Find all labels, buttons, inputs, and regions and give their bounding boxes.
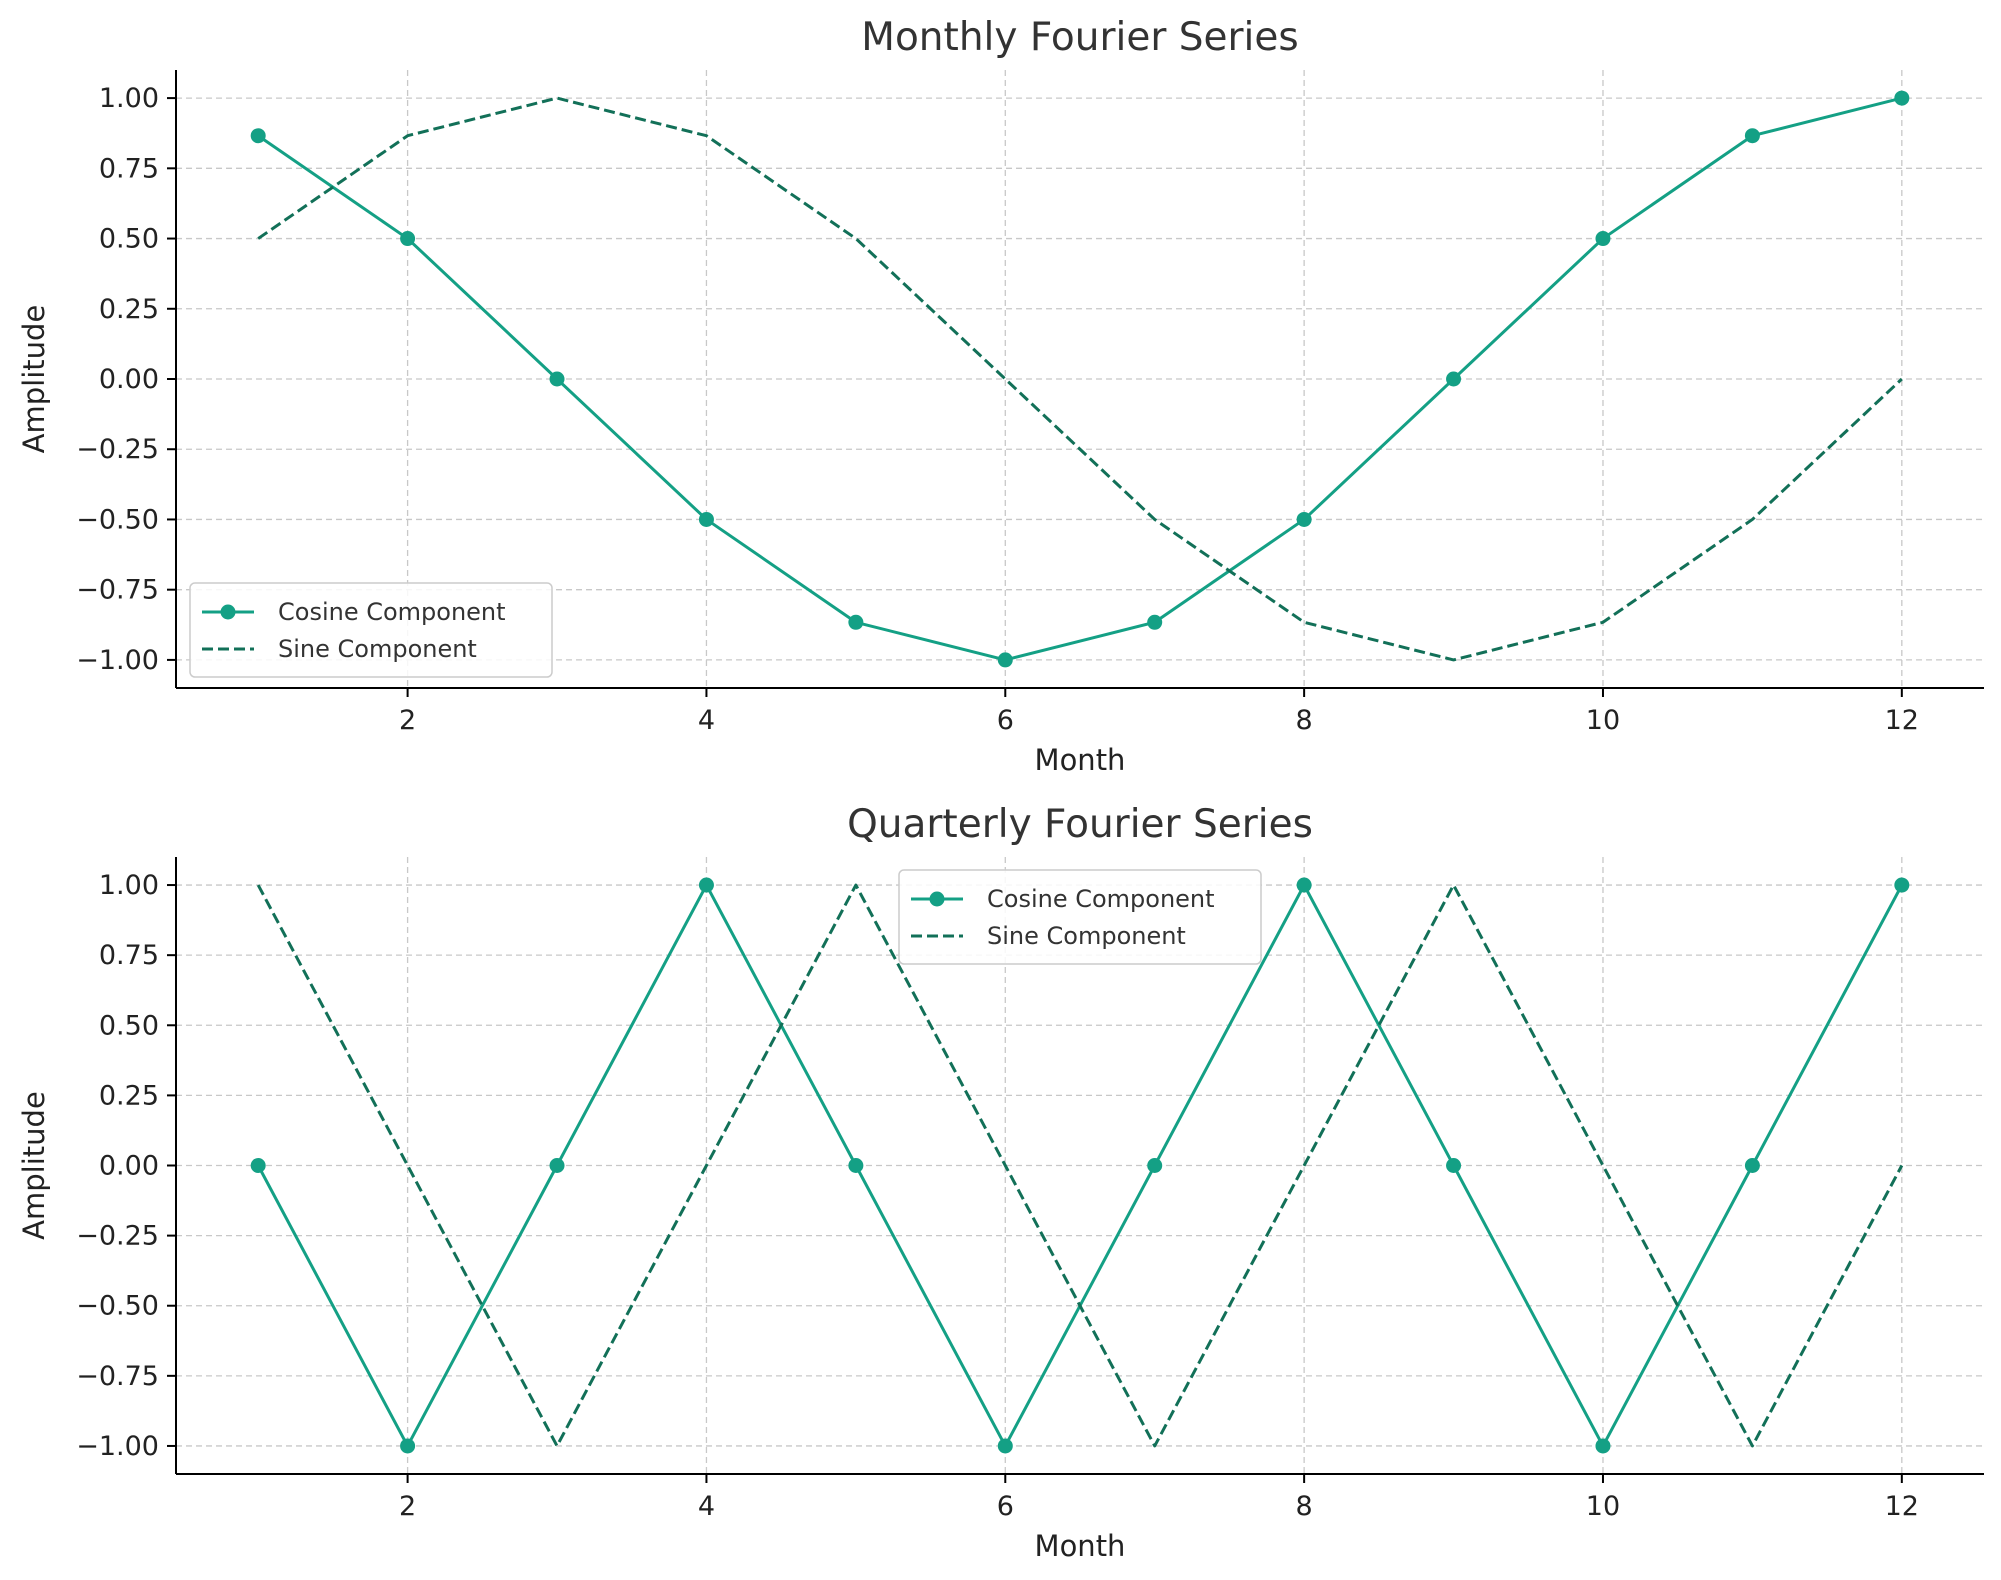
data-point: [1744, 128, 1760, 144]
y-tick-label: −0.25: [76, 1221, 159, 1252]
series-cosine-component: [250, 90, 1910, 668]
data-point: [698, 877, 714, 893]
x-tick-label: 12: [1885, 705, 1919, 736]
grid: [176, 857, 1984, 1474]
series-line: [257, 96, 1903, 662]
legend-marker: [929, 891, 945, 907]
legend-label: Sine Component: [987, 922, 1186, 950]
data-point: [1147, 614, 1163, 630]
legend-item: Cosine Component: [202, 598, 506, 626]
data-point: [1296, 511, 1312, 527]
legend-label: Cosine Component: [278, 598, 506, 626]
data-point: [1744, 1158, 1760, 1173]
x-tick-label: 8: [1296, 705, 1313, 736]
data-point: [1446, 1158, 1462, 1173]
chart-title: Quarterly Fourier Series: [847, 802, 1313, 847]
y-tick-label: −0.75: [76, 1361, 159, 1392]
y-tick-label: 0.25: [99, 294, 159, 325]
x-tick-label: 6: [997, 705, 1014, 736]
series-line: [257, 96, 1903, 662]
data-point: [400, 231, 416, 247]
y-tick-label: 0.25: [99, 1080, 159, 1111]
data-point: [400, 1438, 416, 1454]
data-point: [1296, 877, 1312, 893]
legend: Cosine Component Sine Component: [189, 582, 553, 678]
data-point: [1446, 371, 1462, 387]
x-tick-label: 4: [698, 705, 715, 736]
legend-box: [898, 869, 1262, 965]
x-axis-label: Month: [1035, 743, 1126, 777]
data-point: [549, 371, 565, 387]
data-point: [1595, 1438, 1611, 1454]
data-point: [1894, 877, 1910, 893]
data-point: [1894, 90, 1910, 106]
data-point: [997, 1438, 1013, 1454]
legend-marker: [220, 604, 236, 620]
y-tick-label: 0.75: [99, 940, 159, 971]
chart-title: Monthly Fourier Series: [861, 15, 1298, 60]
x-tick-label: 2: [399, 1491, 416, 1522]
x-tick-label: 10: [1586, 705, 1620, 736]
y-tick-label: −1.00: [76, 1431, 159, 1462]
legend-item: Sine Component: [911, 922, 1186, 950]
y-tick-label: −0.50: [76, 1291, 159, 1322]
x-tick-label: 6: [997, 1491, 1014, 1522]
legend-box: [189, 582, 553, 678]
data-point: [848, 1158, 864, 1173]
data-point: [1147, 1158, 1163, 1173]
y-tick-label: 1.00: [99, 870, 159, 901]
y-tick-label: −0.25: [76, 434, 159, 465]
x-tick-label: 4: [698, 1491, 715, 1522]
data-point: [1595, 231, 1611, 247]
legend-item: Sine Component: [202, 635, 477, 663]
y-axis-label: Amplitude: [17, 305, 51, 454]
x-tick-label: 2: [399, 705, 416, 736]
y-tick-label: −0.50: [76, 504, 159, 535]
data-point: [549, 1158, 565, 1173]
y-tick-label: −0.75: [76, 575, 159, 606]
series-line: [256, 883, 1904, 1448]
legend: Cosine Component Sine Component: [898, 869, 1262, 965]
legend-label: Cosine Component: [987, 885, 1215, 913]
y-tick-label: 0.75: [99, 153, 159, 184]
data-point: [698, 511, 714, 527]
x-tick-label: 10: [1586, 1491, 1620, 1522]
legend-label: Sine Component: [278, 635, 477, 663]
data-point: [848, 614, 864, 630]
legend-item: Cosine Component: [911, 885, 1215, 913]
data-point: [997, 652, 1013, 668]
series-sine-component: [257, 96, 1903, 662]
x-axis-label: Month: [1035, 1529, 1126, 1563]
x-tick-label: 12: [1885, 1491, 1919, 1522]
y-axis-label: Amplitude: [17, 1091, 51, 1240]
y-tick-label: 0.00: [99, 364, 159, 395]
y-tick-label: 1.00: [99, 83, 159, 114]
series-sine-component: [256, 883, 1904, 1448]
y-tick-label: 0.00: [99, 1151, 159, 1182]
y-tick-label: 0.50: [99, 1010, 159, 1041]
chart-panel-1: 2 4 6 8 10 12 1.00 0.75 0.50 0.25 0.00 −0.25 −0.50 −0…: [17, 15, 1984, 777]
y-tick-label: −1.00: [76, 645, 159, 676]
y-tick-label: 0.50: [99, 224, 159, 255]
data-point: [250, 1158, 266, 1173]
x-tick-label: 8: [1296, 1491, 1313, 1522]
data-point: [250, 128, 266, 144]
chart-panel-2: 2 4 6 8 10 12 1.00 0.75 0.50 0.25 0.00 −0.25 −0.50 −0…: [17, 802, 1984, 1563]
